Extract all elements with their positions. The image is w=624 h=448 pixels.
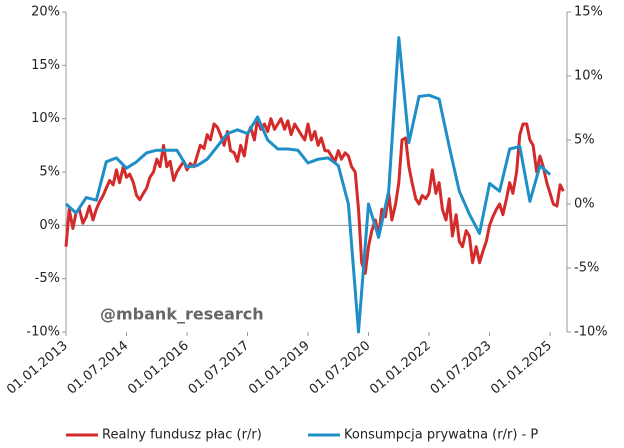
x-tick-label: 01.01.2013 — [4, 338, 71, 397]
y-tick-label: 15% — [31, 58, 60, 73]
y2-tick-label: 10% — [574, 69, 603, 84]
y-tick-label: 0% — [39, 218, 60, 233]
watermark: @mbank_research — [100, 305, 264, 324]
x-tick-label: 01.01.2016 — [125, 338, 192, 397]
x-tick-label: 01.07.2014 — [65, 338, 132, 397]
y2-tick-label: 5% — [574, 133, 595, 148]
x-tick-label: 01.07.2020 — [307, 338, 374, 397]
x-tick-label: 01.07.2017 — [186, 338, 253, 397]
legend-label: Konsumpcja prywatna (r/r) - P — [344, 428, 538, 443]
y-tick-label: 5% — [39, 165, 60, 180]
y2-tick-label: 0% — [574, 197, 595, 212]
y2-tick-label: 15% — [574, 5, 603, 20]
series-line — [64, 117, 565, 275]
series-line — [65, 36, 552, 334]
y2-tick-label: -5% — [574, 261, 599, 276]
x-tick-label: 01.01.2022 — [367, 338, 434, 397]
x-tick-label: 01.07.2023 — [428, 338, 495, 397]
y2-tick-label: -10% — [574, 325, 608, 340]
x-tick-label: 01.01.2025 — [488, 338, 555, 397]
x-tick-label: 01.01.2019 — [246, 338, 313, 397]
y-tick-label: 20% — [31, 5, 60, 20]
y-tick-label: -10% — [26, 325, 60, 340]
legend-label: Realny fundusz płac (r/r) — [102, 428, 262, 443]
y-tick-label: 10% — [31, 111, 60, 126]
y-tick-label: -5% — [35, 271, 60, 286]
